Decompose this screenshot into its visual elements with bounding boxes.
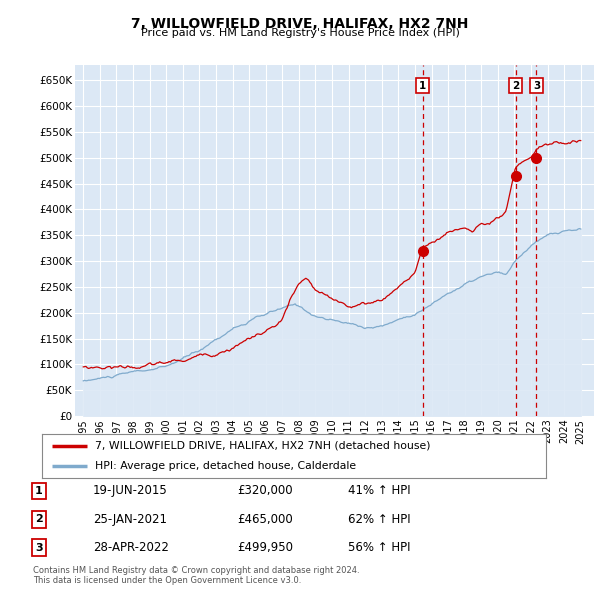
- Text: 3: 3: [35, 543, 43, 552]
- Text: 1: 1: [419, 81, 426, 90]
- Text: HPI: Average price, detached house, Calderdale: HPI: Average price, detached house, Cald…: [95, 461, 356, 471]
- Text: 7, WILLOWFIELD DRIVE, HALIFAX, HX2 7NH: 7, WILLOWFIELD DRIVE, HALIFAX, HX2 7NH: [131, 17, 469, 31]
- Text: 2: 2: [512, 81, 519, 90]
- Text: 2: 2: [35, 514, 43, 524]
- Text: £499,950: £499,950: [237, 541, 293, 554]
- Text: £320,000: £320,000: [237, 484, 293, 497]
- Text: 3: 3: [533, 81, 540, 90]
- Text: 62% ↑ HPI: 62% ↑ HPI: [348, 513, 410, 526]
- Text: Price paid vs. HM Land Registry's House Price Index (HPI): Price paid vs. HM Land Registry's House …: [140, 28, 460, 38]
- Text: 1: 1: [35, 486, 43, 496]
- Text: 28-APR-2022: 28-APR-2022: [93, 541, 169, 554]
- Text: 7, WILLOWFIELD DRIVE, HALIFAX, HX2 7NH (detached house): 7, WILLOWFIELD DRIVE, HALIFAX, HX2 7NH (…: [95, 441, 430, 451]
- Text: 41% ↑ HPI: 41% ↑ HPI: [348, 484, 410, 497]
- Text: Contains HM Land Registry data © Crown copyright and database right 2024.
This d: Contains HM Land Registry data © Crown c…: [33, 566, 359, 585]
- Text: £465,000: £465,000: [237, 513, 293, 526]
- Text: 19-JUN-2015: 19-JUN-2015: [93, 484, 168, 497]
- Text: 56% ↑ HPI: 56% ↑ HPI: [348, 541, 410, 554]
- Text: 25-JAN-2021: 25-JAN-2021: [93, 513, 167, 526]
